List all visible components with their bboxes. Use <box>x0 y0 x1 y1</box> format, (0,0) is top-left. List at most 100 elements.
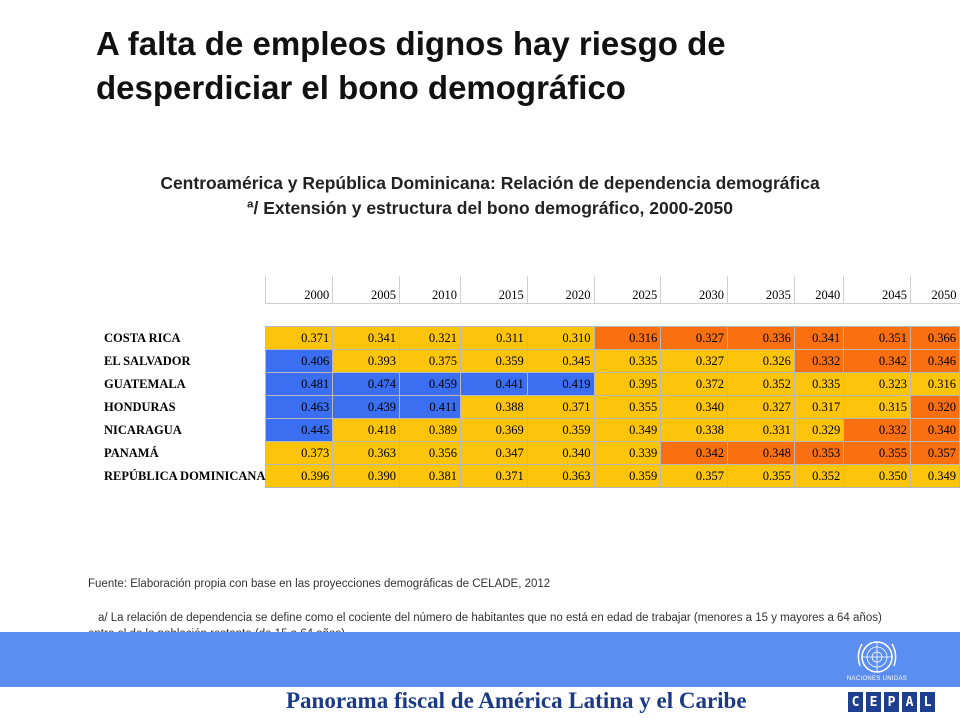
table-row: HONDURAS 0.463 0.439 0.411 0.388 0.371 0.355 0.… <box>100 395 960 419</box>
ratio-cell: 0.474 <box>332 372 400 396</box>
year-header-row: 2000 2005 2010 2015 2020 2025 2030 2035 2040 2045… <box>100 276 960 304</box>
ratio-cell: 0.439 <box>332 395 400 419</box>
ratio-cell: 0.335 <box>793 372 845 396</box>
ratio-cell: 0.340 <box>660 395 729 419</box>
ratio-cell: 0.373 <box>265 441 334 465</box>
ratio-cell: 0.349 <box>593 418 662 442</box>
dependency-ratio-table: 2000 2005 2010 2015 2020 2025 2030 2035 2040 2045… <box>100 276 960 488</box>
un-emblem-icon <box>857 641 897 673</box>
ratio-cell: 0.347 <box>459 441 528 465</box>
table-row: NICARAGUA 0.445 0.418 0.389 0.369 0.359 0.349 0… <box>100 418 960 442</box>
ratio-cell: 0.317 <box>793 395 845 419</box>
country-label: COSTA RICA <box>104 330 181 345</box>
ratio-cell: 0.340 <box>909 418 960 442</box>
ratio-cell: 0.352 <box>793 464 845 488</box>
ratio-cell: 0.395 <box>593 372 662 396</box>
country-label: HONDURAS <box>104 399 176 414</box>
ratio-cell: 0.323 <box>843 372 911 396</box>
ratio-cell: 0.351 <box>843 326 911 350</box>
ratio-cell: 0.316 <box>593 326 662 350</box>
ratio-cell: 0.359 <box>526 418 595 442</box>
year-header: 2040 <box>793 276 844 304</box>
ratio-cell: 0.371 <box>265 326 334 350</box>
year-header: 2035 <box>727 276 795 304</box>
ratio-cell: 0.311 <box>459 326 528 350</box>
ratio-cell: 0.348 <box>727 441 795 465</box>
ratio-cell: 0.366 <box>909 326 960 350</box>
ratio-cell: 0.388 <box>459 395 528 419</box>
country-label: NICARAGUA <box>104 422 182 437</box>
ratio-cell: 0.345 <box>526 349 595 373</box>
ratio-cell: 0.316 <box>909 372 960 396</box>
ratio-cell: 0.389 <box>399 418 461 442</box>
ratio-cell: 0.331 <box>727 418 795 442</box>
ratio-cell: 0.346 <box>909 349 960 373</box>
year-header: 2010 <box>399 276 461 304</box>
ratio-cell: 0.363 <box>526 464 595 488</box>
ratio-cell: 0.355 <box>593 395 662 419</box>
slide-title: A falta de empleos dignos hay riesgo de … <box>96 25 726 106</box>
ratio-cell: 0.371 <box>459 464 528 488</box>
ratio-cell: 0.332 <box>793 349 845 373</box>
ratio-cell: 0.315 <box>843 395 911 419</box>
source-note: Fuente: Elaboración propia con base en l… <box>88 578 551 590</box>
year-header: 2030 <box>660 276 728 304</box>
ratio-cell: 0.411 <box>399 395 461 419</box>
table-caption-line2: ª/ Extensión y estructura del bono demog… <box>247 198 733 218</box>
ratio-cell: 0.363 <box>332 441 400 465</box>
cepal-letter: C <box>848 692 863 712</box>
ratio-cell: 0.371 <box>526 395 595 419</box>
table-row: EL SALVADOR 0.406 0.393 0.375 0.359 0.345 0.33… <box>100 349 960 373</box>
ratio-cell: 0.335 <box>593 349 662 373</box>
ratio-cell: 0.441 <box>459 372 528 396</box>
footer-title: Panorama fiscal de América Latina y el C… <box>286 688 747 713</box>
table-row: GUATEMALA 0.481 0.474 0.459 0.441 0.419 0.395 0… <box>100 372 960 396</box>
ratio-cell: 0.338 <box>660 418 729 442</box>
ratio-cell: 0.381 <box>399 464 461 488</box>
ratio-cell: 0.342 <box>843 349 911 373</box>
ratio-cell: 0.369 <box>459 418 528 442</box>
ratio-cell: 0.418 <box>332 418 400 442</box>
ratio-cell: 0.406 <box>265 349 334 373</box>
cepal-letter: P <box>884 692 899 712</box>
ratio-cell: 0.332 <box>843 418 911 442</box>
ratio-cell: 0.359 <box>459 349 528 373</box>
ratio-cell: 0.445 <box>265 418 334 442</box>
ratio-cell: 0.459 <box>399 372 461 396</box>
ratio-cell: 0.356 <box>399 441 461 465</box>
ratio-cell: 0.355 <box>843 441 911 465</box>
country-header-empty <box>100 276 266 304</box>
ratio-cell: 0.352 <box>727 372 795 396</box>
ratio-cell: 0.327 <box>660 349 729 373</box>
ratio-cell: 0.357 <box>909 441 960 465</box>
country-label: PANAMÁ <box>104 445 159 460</box>
country-label: REPÚBLICA DOMINICANA <box>104 468 266 483</box>
table-row: COSTA RICA 0.371 0.341 0.321 0.311 0.310 0.316… <box>100 326 960 350</box>
country-label: GUATEMALA <box>104 376 186 391</box>
ratio-cell: 0.341 <box>332 326 400 350</box>
country-label: EL SALVADOR <box>104 353 191 368</box>
ratio-cell: 0.349 <box>909 464 960 488</box>
ratio-cell: 0.320 <box>909 395 960 419</box>
table-caption: Centroamérica y República Dominicana: Re… <box>80 171 900 221</box>
ratio-cell: 0.390 <box>332 464 400 488</box>
ratio-cell: 0.357 <box>660 464 729 488</box>
year-header: 2020 <box>526 276 595 304</box>
table-row: PANAMÁ 0.373 0.363 0.356 0.347 0.340 0.339 0.34… <box>100 441 960 465</box>
ratio-cell: 0.463 <box>265 395 334 419</box>
year-header: 2045 <box>843 276 911 304</box>
ratio-cell: 0.339 <box>593 441 662 465</box>
ratio-cell: 0.372 <box>660 372 729 396</box>
ratio-cell: 0.342 <box>660 441 729 465</box>
year-header: 2015 <box>459 276 528 304</box>
ratio-cell: 0.321 <box>399 326 461 350</box>
year-header: 2000 <box>265 276 333 304</box>
ratio-cell: 0.329 <box>793 418 845 442</box>
ratio-cell: 0.326 <box>727 349 795 373</box>
cepal-letter: L <box>920 692 935 712</box>
ratio-cell: 0.375 <box>399 349 461 373</box>
ratio-cell: 0.359 <box>593 464 662 488</box>
footer-band <box>0 632 960 687</box>
table-caption-line1: Centroamérica y República Dominicana: Re… <box>160 173 820 193</box>
